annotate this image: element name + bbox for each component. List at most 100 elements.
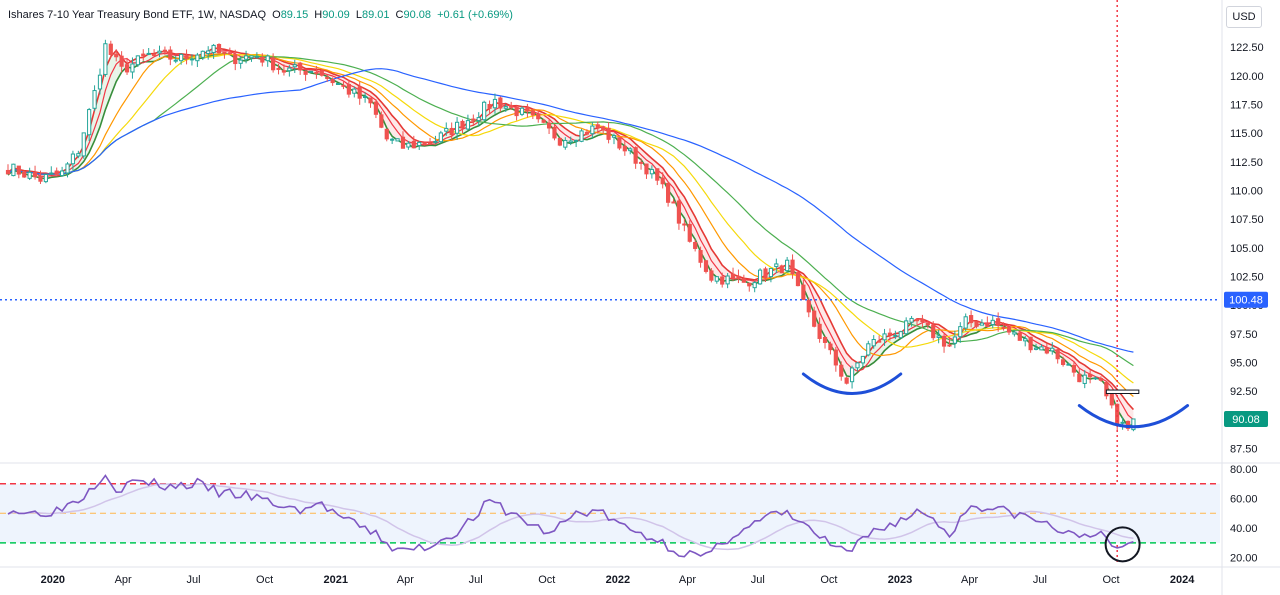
candle-body: [552, 126, 557, 139]
candle-body: [341, 84, 346, 87]
high-label: H: [314, 9, 323, 21]
candle: [438, 130, 443, 144]
candle: [595, 121, 600, 134]
currency-button[interactable]: USD: [1226, 6, 1262, 28]
rsi-pane[interactable]: [0, 474, 1220, 563]
candle: [298, 61, 303, 75]
candle: [427, 137, 433, 146]
candle-body: [844, 377, 849, 384]
candle-body: [162, 49, 168, 53]
candle: [590, 122, 595, 139]
cloud-bull-segment: [94, 91, 100, 140]
cloud-bull-segment: [143, 55, 149, 61]
candle: [1060, 356, 1066, 367]
candle-body: [384, 128, 389, 140]
candle: [1071, 361, 1077, 377]
candle: [617, 136, 622, 151]
candle: [839, 361, 844, 381]
candle: [601, 125, 606, 134]
candle-body: [11, 163, 16, 177]
candle: [941, 333, 947, 353]
candle: [584, 129, 590, 136]
candle-body: [536, 114, 541, 120]
candle: [925, 321, 930, 329]
candle: [887, 328, 893, 341]
candle: [151, 49, 157, 57]
candle-body: [931, 324, 936, 339]
price-tick-label: 105.00: [1230, 243, 1264, 255]
time-tick-label: Apr: [115, 574, 132, 586]
candle-body: [103, 43, 108, 75]
rsi-tick-label: 80.00: [1230, 464, 1258, 476]
candle-body: [714, 276, 719, 282]
candle-body: [1044, 347, 1049, 354]
candle: [736, 269, 741, 284]
candle-body: [124, 64, 130, 73]
candle: [904, 317, 909, 335]
candle: [828, 341, 833, 355]
candle: [1012, 330, 1017, 337]
candle-body: [730, 273, 736, 279]
candle-body: [833, 349, 838, 366]
price-rectangle: [1105, 389, 1140, 394]
cloud-bear-segment: [641, 149, 647, 167]
candle: [114, 49, 119, 62]
candle: [660, 172, 665, 189]
candle: [216, 43, 222, 54]
candle: [844, 376, 849, 385]
candle-body: [541, 119, 546, 123]
candle: [947, 338, 952, 348]
candle-body: [260, 56, 265, 63]
candle: [449, 122, 454, 141]
candle-body: [1055, 349, 1060, 360]
candle-body: [828, 343, 833, 351]
candle: [871, 335, 876, 349]
candle: [801, 279, 806, 301]
candle-body: [1012, 331, 1017, 335]
candle: [108, 40, 113, 58]
change-value: +0.61: [437, 9, 465, 21]
candle: [514, 105, 519, 121]
candle: [476, 112, 481, 127]
candle-body: [168, 49, 173, 60]
symbol-name[interactable]: Ishares 7-10 Year Treasury Bond ETF: [8, 9, 192, 21]
candle: [693, 239, 698, 252]
candle: [741, 274, 746, 283]
candle-body: [97, 74, 103, 90]
candle: [568, 136, 573, 146]
price-pane[interactable]: [0, 0, 1220, 565]
candle: [655, 168, 660, 186]
candle: [465, 114, 471, 131]
price-tick-label: 87.50: [1230, 444, 1258, 456]
time-tick-label: Oct: [256, 574, 273, 586]
hline-price-badge-bg: [1224, 291, 1268, 308]
candle: [482, 100, 487, 122]
candle: [49, 166, 54, 175]
candle-body: [195, 54, 200, 62]
candle: [503, 103, 508, 112]
candle-body: [1104, 381, 1109, 397]
candle-body: [617, 137, 622, 149]
candle-body: [5, 169, 11, 175]
candle: [314, 65, 319, 79]
interval-label[interactable]: 1W: [197, 9, 214, 21]
price-tick-label: 107.50: [1230, 214, 1264, 226]
cloud-bull-segment: [879, 338, 885, 357]
candle-body: [373, 101, 379, 115]
cloud-bull-segment: [72, 157, 79, 171]
candle-body: [81, 132, 86, 157]
candle: [806, 297, 811, 318]
candle: [43, 173, 48, 184]
candle-body: [633, 147, 638, 164]
candle-body: [974, 321, 979, 327]
candle: [509, 101, 514, 111]
candle-body: [184, 55, 189, 60]
candle: [644, 163, 649, 179]
candle-body: [611, 135, 617, 138]
candle-body: [914, 319, 920, 322]
cloud-bear-segment: [554, 120, 560, 138]
candle-body: [395, 138, 400, 142]
time-tick-label: Jul: [469, 574, 483, 586]
candle: [335, 82, 341, 85]
